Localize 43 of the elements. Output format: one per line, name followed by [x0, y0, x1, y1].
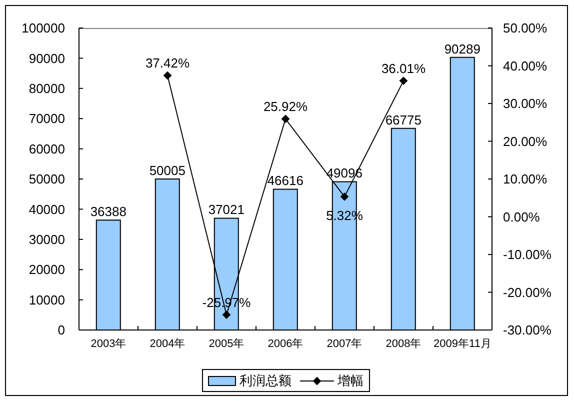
point	[282, 114, 290, 123]
data-label: 66775	[385, 112, 422, 128]
y2-tick-label: 50.00%	[503, 20, 548, 36]
y-tick-label: 0	[58, 322, 65, 338]
data-label: 25.92%	[263, 98, 308, 114]
data-label: 46616	[267, 173, 304, 188]
y2-tick-label: 0.00%	[503, 209, 540, 224]
y-tick-label: 40000	[28, 202, 65, 217]
x-tick-label: 2006年	[268, 338, 304, 350]
point	[340, 192, 348, 201]
data-label: 36.01%	[381, 60, 426, 76]
data-label: 37.42%	[145, 55, 190, 70]
x-tick-label: 2009年11月	[434, 338, 492, 350]
y-tick-label: 30000	[28, 232, 65, 247]
y2-tick-label: 30.00%	[503, 96, 548, 112]
y2-tick-label: -10.00%	[503, 247, 552, 262]
y-tick-label: 10000	[28, 292, 65, 308]
y-tick-label: 60000	[28, 141, 65, 156]
x-tick-label: 2007年	[326, 338, 362, 350]
y2-tick-label: -30.00%	[503, 322, 552, 338]
y-tick-label: 70000	[28, 111, 65, 126]
x-tick-label: 2003年	[90, 338, 126, 350]
data-label: 37021	[208, 202, 244, 218]
data-label: 90289	[444, 41, 480, 56]
x-tick-label: 2008年	[386, 338, 422, 350]
y-tick-label: 100000	[22, 20, 65, 36]
y-tick-label: 90000	[28, 50, 65, 66]
data-label: 36388	[90, 204, 126, 220]
y-tick-label: 80000	[28, 80, 65, 96]
x-tick-label: 2004年	[150, 338, 186, 350]
x-tick-label: 2005年	[208, 338, 244, 350]
data-label: 50005	[149, 162, 186, 178]
y2-tick-label: -20.00%	[503, 284, 552, 300]
y-tick-label: 50000	[28, 172, 65, 187]
point	[164, 71, 172, 80]
y-tick-label: 20000	[28, 262, 65, 278]
point	[400, 76, 408, 85]
y2-tick-label: 40.00%	[503, 58, 548, 74]
legend-label: 增幅	[338, 372, 364, 389]
legend-label: 利润总额	[240, 372, 292, 389]
point	[222, 310, 230, 319]
y2-tick-label: 20.00%	[503, 134, 548, 149]
y2-tick-label: 10.00%	[503, 172, 548, 187]
